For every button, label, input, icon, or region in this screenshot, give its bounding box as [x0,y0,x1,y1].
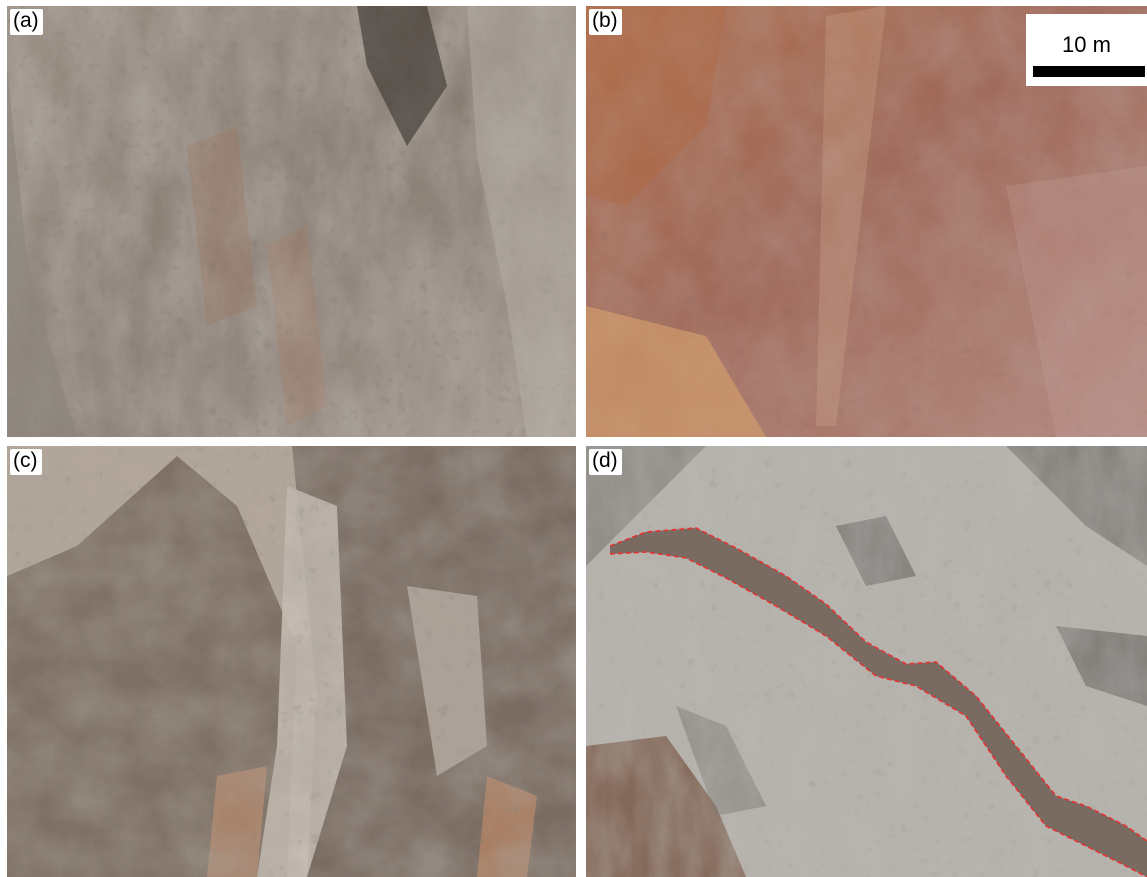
panel-b: (b) 10 m [586,6,1147,437]
panel-b-photo [586,6,1147,437]
panel-c: (c) [7,446,576,877]
panel-a-photo [7,6,576,437]
scale-bar-line [1033,66,1145,77]
panel-a-label: (a) [10,9,43,35]
panel-a: (a) [7,6,576,437]
panel-c-label: (c) [10,449,42,475]
panel-d-photo [586,446,1147,877]
panel-b-label: (b) [589,9,622,35]
panel-d: (d) [586,446,1147,877]
panel-c-photo [7,446,576,877]
panel-d-label: (d) [589,449,622,475]
dike-lower-boundary [609,551,1147,877]
dike-upper-boundary [609,527,1147,842]
scale-bar-text: 10 m [1062,32,1111,57]
scale-bar: 10 m [1026,14,1147,86]
